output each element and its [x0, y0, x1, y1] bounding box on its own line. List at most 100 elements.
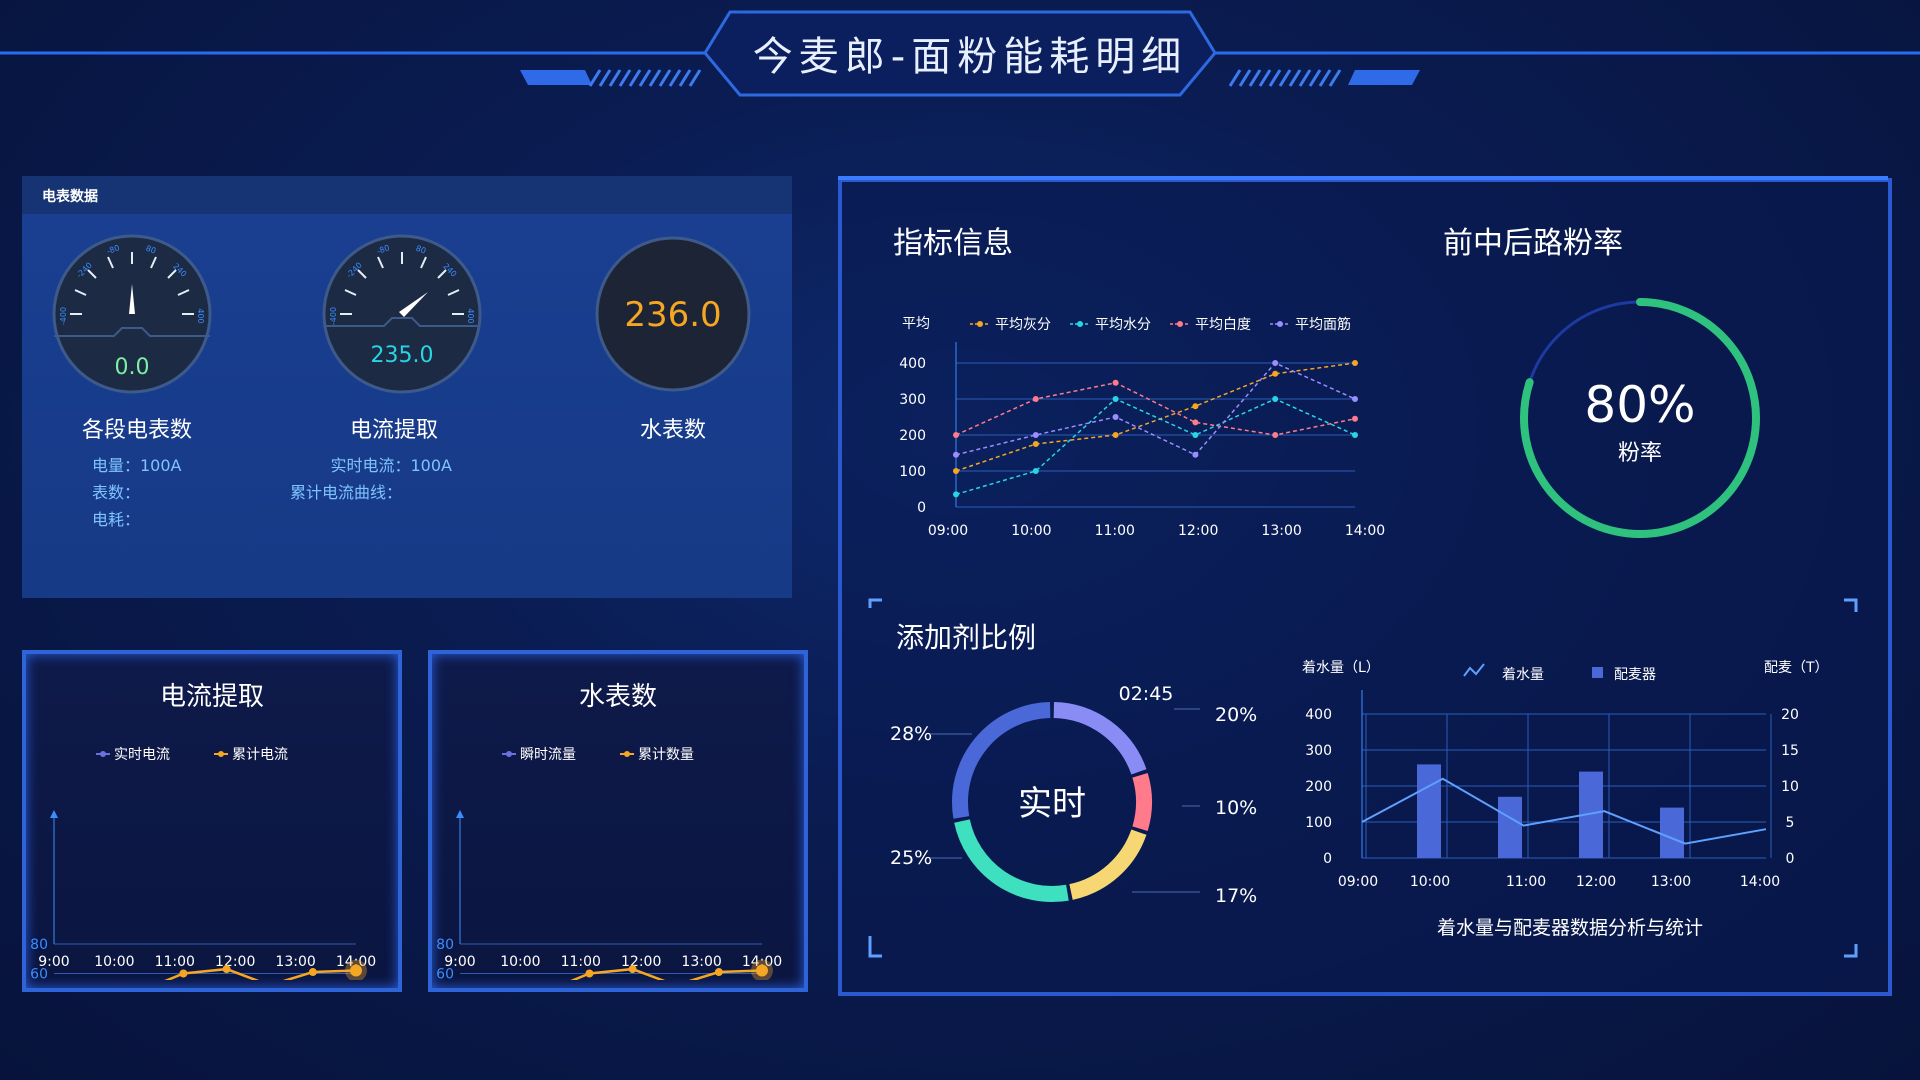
meter-1-info: 电量：100A 表数： 电耗：	[92, 452, 182, 533]
series-line	[1361, 777, 1767, 845]
series-point	[1192, 451, 1199, 458]
series-line	[570, 967, 763, 980]
x-tick-label: 14:00	[336, 954, 376, 970]
y-axis-arrow	[50, 810, 58, 818]
x-tick-label: 11:00	[155, 954, 195, 970]
y-tick-label: 100	[899, 464, 926, 480]
y-axis-title: 平均	[902, 316, 930, 332]
meter-panel-title: 电表数据	[42, 189, 98, 205]
legend-label: 累计电流	[232, 747, 288, 763]
additive-title: 添加剂比例	[896, 621, 1037, 654]
x-tick-label: 10:00	[94, 954, 134, 970]
gauge-2-value: 235.0	[371, 343, 434, 368]
donut-slice	[1053, 702, 1147, 775]
series-point	[1032, 432, 1039, 438]
series-point	[585, 969, 594, 978]
gauge-1-tick-0: -400	[59, 307, 68, 325]
x-tick-label: 10:00	[500, 954, 540, 970]
gauge-1-tick-5: 400	[196, 308, 205, 323]
y-right-tick-label: 20	[1781, 707, 1799, 723]
series-point	[1112, 396, 1119, 402]
legend-label: 平均灰分	[995, 317, 1051, 333]
ring-progress	[1520, 298, 1760, 538]
legend-marker	[100, 751, 106, 757]
y-tick-label: 60	[30, 967, 48, 981]
series-point	[1192, 432, 1199, 438]
meter-1-info-line: 电量：100A	[92, 456, 182, 475]
gauge-1: -400 -240 -80 80 240 400 0.0	[52, 234, 212, 394]
series-point	[1272, 432, 1279, 438]
x-tick-label: 10:00	[1410, 874, 1450, 890]
gauge-2-tick-5: 400	[466, 308, 475, 323]
series-line	[955, 382, 1356, 436]
legend: 实时电流 累计电流	[96, 747, 288, 763]
y-tick-label: 0	[917, 500, 926, 516]
analysis-panel	[838, 178, 1892, 996]
series-line	[955, 362, 1356, 472]
legend-swatch	[1592, 667, 1603, 678]
series-point	[756, 964, 768, 977]
y-tick-label: 60	[436, 967, 454, 981]
y-right-title: 配麦（T）	[1764, 660, 1829, 676]
series-point	[179, 969, 188, 978]
x-tick-label: 11:00	[561, 954, 601, 970]
x-tick-label: 14:00	[742, 954, 782, 970]
y-left-tick-label: 400	[1305, 707, 1332, 723]
gauge-2-tick-2: -80	[375, 243, 390, 256]
bar	[1660, 807, 1684, 858]
chart-title: 着水量与配麦器数据分析与统计	[1437, 917, 1703, 939]
y-tick-label: 400	[899, 356, 926, 372]
series-point	[222, 965, 231, 974]
x-tick-label: 13:00	[681, 954, 721, 970]
meter-1-info-line: 电耗：	[92, 510, 141, 529]
x-tick-label: 14:00	[1345, 523, 1385, 539]
legend-marker	[1077, 321, 1083, 327]
legend-label: 配麦器	[1614, 667, 1656, 683]
flour-rate-title: 前中后路粉率	[1443, 226, 1623, 261]
series-point	[1032, 468, 1039, 474]
water-chart-title: 水表数	[578, 682, 657, 712]
series-point	[953, 468, 959, 474]
ring-sublabel: 粉率	[1618, 441, 1662, 466]
series-point	[714, 968, 723, 977]
donut-slice	[952, 702, 1051, 819]
donut-time-label: 02:45	[1119, 683, 1174, 705]
water-mix-chart: 着水量（L） 配麦（T） 着水量 配麦器 0 100 200 300 400 0 5 10 15 20 09…	[1302, 660, 1829, 939]
series-point	[1112, 414, 1119, 420]
series-point	[1032, 441, 1039, 447]
x-tick-label: 9:00	[38, 954, 69, 970]
series-line	[955, 362, 1356, 456]
y-left-tick-label: 300	[1305, 743, 1332, 759]
y-right-tick-label: 0	[1786, 851, 1795, 867]
bar	[1498, 796, 1522, 858]
header-frame	[0, 10, 1920, 97]
donut-slice	[1069, 829, 1147, 900]
x-tick-label: 12:00	[621, 954, 661, 970]
indicator-title: 指标信息	[893, 226, 1013, 261]
series-point	[350, 964, 362, 977]
ring-value: 80%	[1584, 376, 1695, 434]
y-tick-label: 300	[899, 392, 926, 408]
y-tick-label: 80	[30, 937, 48, 953]
gauge-1-tick-3: 80	[145, 244, 158, 256]
donut-slice	[1132, 773, 1152, 831]
x-tick-label: 09:00	[1338, 874, 1378, 890]
water-meter-value: 236.0	[624, 295, 721, 335]
y-right-tick-label: 10	[1781, 779, 1799, 795]
y-axis-arrow	[456, 810, 464, 818]
y-right-tick-label: 15	[1781, 743, 1799, 759]
current-chart: 0204060809:0010:0011:0012:0013:0014:00实时…	[30, 747, 376, 981]
analysis-panel-decor	[838, 176, 1888, 958]
x-tick-label: 11:00	[1095, 523, 1135, 539]
meter-3-label: 水表数	[639, 418, 706, 443]
gauge-1-value: 0.0	[115, 355, 150, 380]
series-point	[1352, 396, 1358, 402]
x-tick-label: 09:00	[928, 523, 968, 539]
y-left-tick-label: 0	[1323, 851, 1332, 867]
series-point	[1272, 370, 1279, 377]
current-panel: 电流提取	[22, 650, 402, 992]
legend-label: 累计数量	[638, 747, 694, 763]
series-point	[1352, 415, 1358, 422]
water-meter: 236.0	[595, 236, 751, 392]
meter-2-info-line: 累计电流曲线：	[290, 483, 403, 502]
